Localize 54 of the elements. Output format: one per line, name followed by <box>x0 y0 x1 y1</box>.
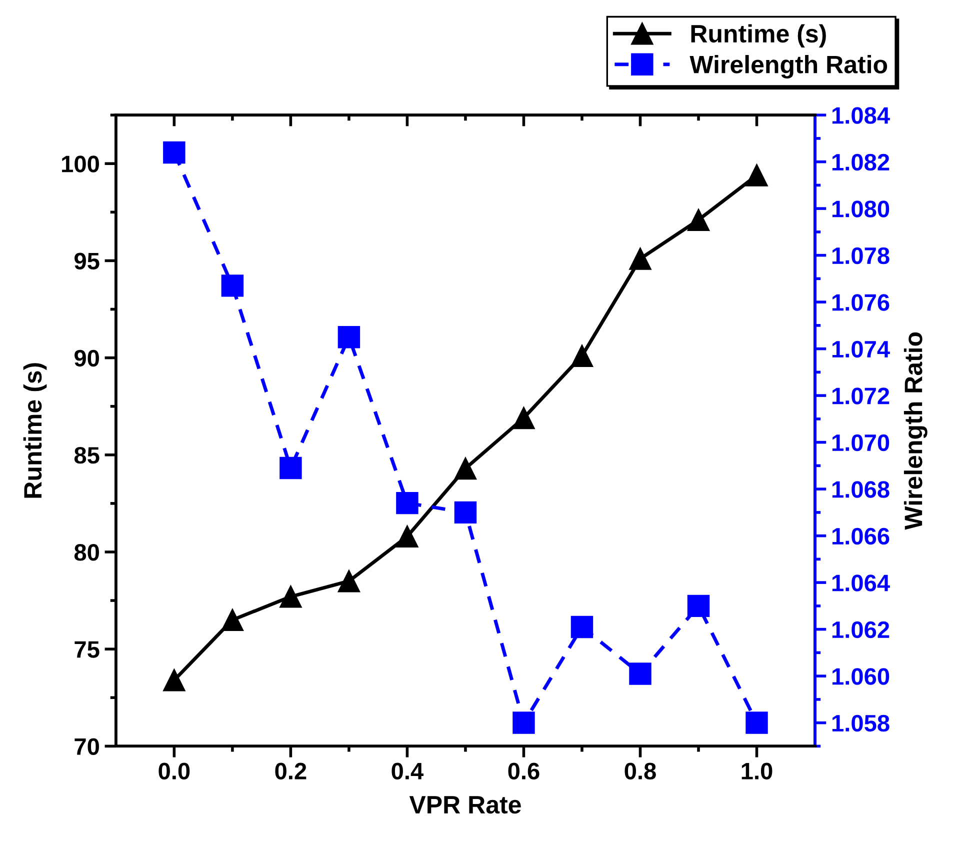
y-tick-label: 85 <box>74 446 100 464</box>
y-tick-label: 80 <box>74 544 99 561</box>
point <box>570 344 594 367</box>
point <box>221 608 244 632</box>
point <box>396 492 418 514</box>
point <box>512 406 535 430</box>
y-tick-label: 70 <box>74 738 99 755</box>
point <box>163 669 186 692</box>
y2-tick-label: 1.060 <box>832 668 890 685</box>
y2-tick-label: 1.072 <box>832 388 890 404</box>
point <box>746 164 768 186</box>
y2-tick-label: 1.082 <box>832 154 890 171</box>
y2-tick-label: 1.062 <box>832 621 890 638</box>
y-tick-label: 100 <box>62 156 99 172</box>
point <box>280 586 302 608</box>
x-tick-label: 0.0 <box>158 762 190 780</box>
point <box>629 662 652 685</box>
point <box>338 570 360 592</box>
y2-tick-label: 1.070 <box>832 434 890 452</box>
x-axis-title: VPR Rate <box>409 796 521 814</box>
point <box>454 501 477 524</box>
x-tick-label: 0.6 <box>508 762 540 780</box>
y2-tick-label: 1.058 <box>832 714 890 732</box>
y2-tick-label: 1.076 <box>832 294 890 311</box>
y2-tick-label: 1.064 <box>832 574 890 592</box>
point <box>280 456 302 480</box>
y-tick-label: 90 <box>74 350 99 367</box>
y2-tick-label: 1.068 <box>832 481 890 498</box>
legend-label: Wirelength Ratio <box>690 55 888 78</box>
x-tick-label: 1.0 <box>742 762 772 780</box>
x-tick-label: 0.8 <box>624 762 656 780</box>
y-axis-title: Runtime (s) <box>23 363 47 498</box>
point <box>512 712 535 734</box>
point <box>454 457 477 480</box>
y-tick-label: 95 <box>74 252 100 270</box>
legend-label: Runtime (s) <box>691 24 826 48</box>
point <box>396 525 418 548</box>
point <box>163 141 186 164</box>
y2-tick-label: 1.074 <box>832 340 890 358</box>
point <box>687 208 710 232</box>
x-tick-label: 0.2 <box>275 762 306 780</box>
y2-axis-title: Wirelength Ratio <box>904 332 928 530</box>
point <box>570 616 594 638</box>
y-tick-label: 75 <box>74 641 100 658</box>
y2-tick-label: 1.078 <box>832 247 890 264</box>
point <box>687 594 710 618</box>
point <box>221 274 244 297</box>
y2-tick-label: 1.084 <box>832 107 890 124</box>
x-tick-label: 0.4 <box>392 762 424 780</box>
y2-tick-label: 1.066 <box>832 528 890 545</box>
y2-tick-label: 1.080 <box>832 200 890 218</box>
point <box>746 712 768 734</box>
point <box>629 248 652 270</box>
point <box>338 326 360 348</box>
